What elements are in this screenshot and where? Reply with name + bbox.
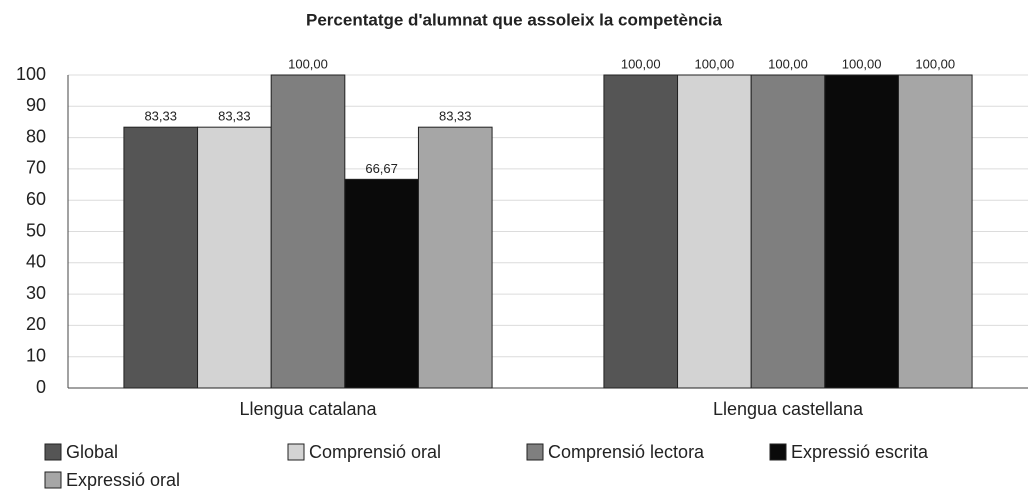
data-label: 100,00 [768,56,808,71]
bar [123,126,199,389]
bar [270,74,346,389]
data-label: 100,00 [288,56,328,71]
bar [897,74,973,389]
y-tick-label: 90 [26,95,46,115]
legend-swatch [287,443,305,461]
data-label: 83,33 [144,109,177,124]
legend-label: Expressió oral [66,470,180,490]
data-label: 100,00 [842,56,882,71]
data-label: 100,00 [694,56,734,71]
data-label: 66,67 [365,161,398,176]
y-tick-label: 100 [16,64,46,84]
y-tick-label: 20 [26,314,46,334]
data-label: 83,33 [218,109,251,124]
legend-label: Expressió escrita [791,442,929,462]
y-tick-label: 70 [26,158,46,178]
x-tick-label: Llengua castellana [713,399,864,419]
y-tick-label: 50 [26,220,46,240]
bar [677,74,752,389]
legend-label: Comprensió oral [309,442,441,462]
bar [603,74,679,389]
bar [824,74,899,389]
legend-swatch [769,443,787,461]
y-tick-label: 60 [26,189,46,209]
legend-label: Global [66,442,118,462]
bar [750,74,826,389]
y-tick-label: 40 [26,252,46,272]
data-label: 100,00 [621,56,661,71]
y-tick-label: 80 [26,126,46,146]
bar [417,126,493,389]
bar [197,126,272,389]
x-tick-label: Llengua catalana [239,399,377,419]
chart-title: Percentatge d'alumnat que assoleix la co… [306,10,723,29]
legend-swatch [526,443,544,461]
y-tick-label: 30 [26,283,46,303]
legend-swatch [44,471,62,489]
y-tick-label: 0 [36,377,46,397]
bar [344,178,419,389]
legend-swatch [44,443,62,461]
data-label: 100,00 [915,56,955,71]
y-tick-label: 10 [26,345,46,365]
data-label: 83,33 [439,109,472,124]
legend-label: Comprensió lectora [548,442,705,462]
